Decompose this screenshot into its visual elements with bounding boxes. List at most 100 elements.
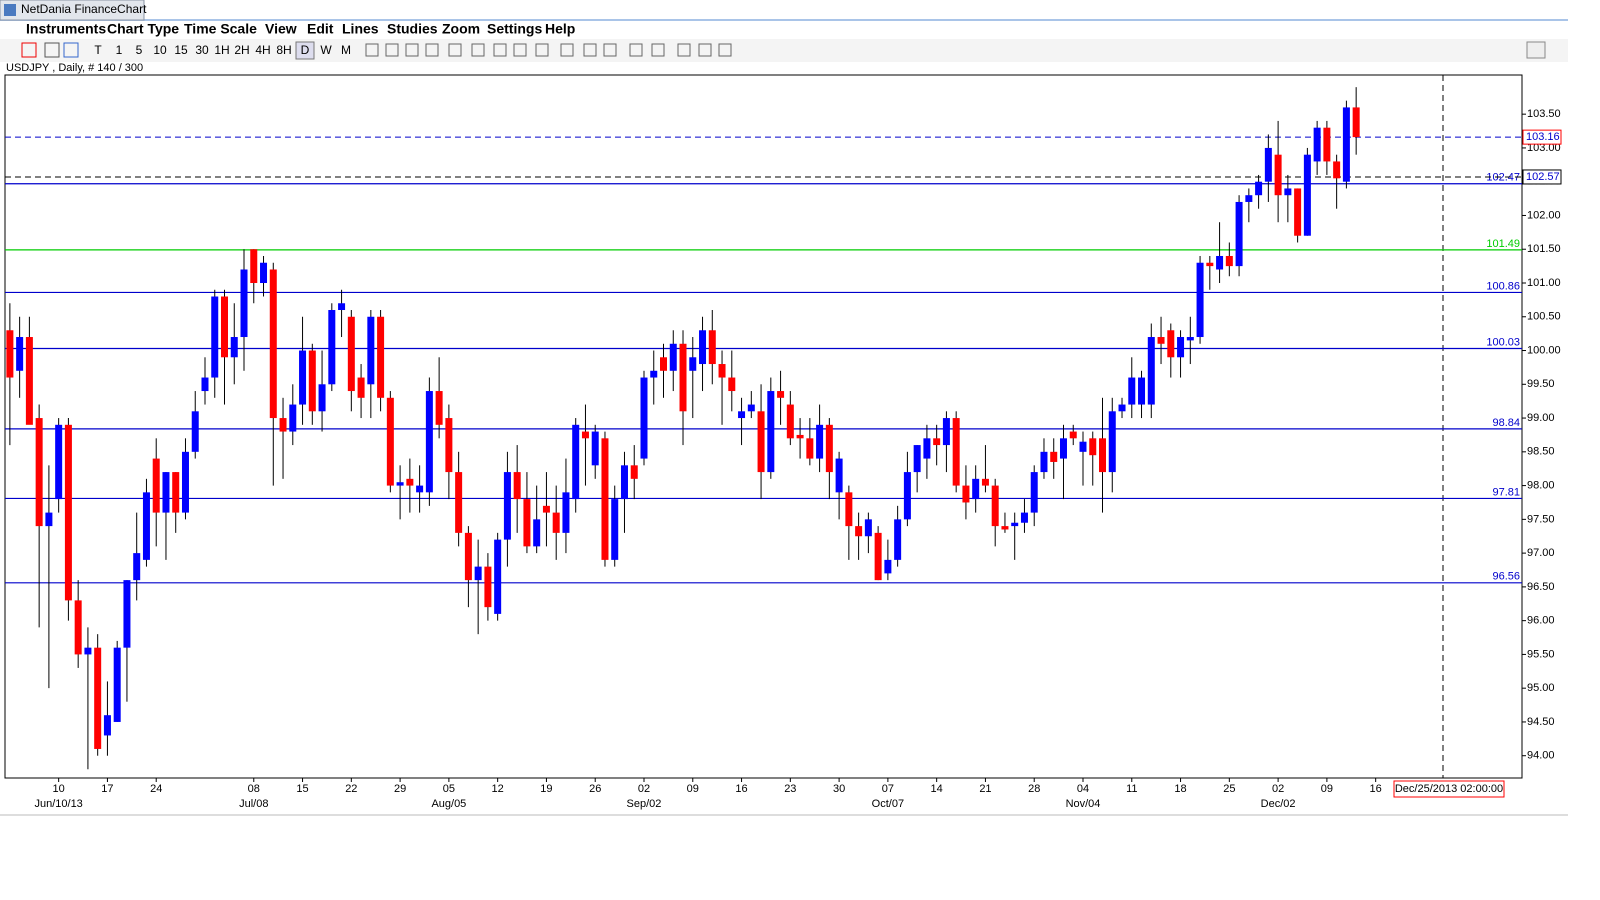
- window-tab[interactable]: [0, 0, 145, 21]
- candle-body: [386, 397, 394, 486]
- toolbar-icon[interactable]: [365, 43, 379, 57]
- toolbar-icon[interactable]: [471, 43, 485, 57]
- menu-item[interactable]: Studies: [387, 21, 438, 37]
- toolbar-icon[interactable]: [698, 43, 712, 57]
- x-tick-label: 07: [882, 783, 894, 795]
- x-tick-label: 04: [1077, 783, 1089, 795]
- toolbar-icon[interactable]: [677, 43, 691, 57]
- candle-body: [825, 424, 833, 473]
- toolbar-button[interactable]: T: [94, 43, 102, 57]
- candle-body: [221, 296, 229, 358]
- candle-body: [903, 472, 911, 520]
- toolbar-icon[interactable]: [448, 43, 462, 57]
- candle-body: [513, 472, 521, 500]
- toolbar-icon[interactable]: [718, 43, 732, 57]
- candle-body: [884, 559, 892, 574]
- menu-item[interactable]: Zoom: [442, 21, 480, 37]
- x-tick-label: 26: [589, 783, 601, 795]
- candle-body: [347, 316, 355, 392]
- toolbar-icon[interactable]: [629, 43, 643, 57]
- toolbar-icon[interactable]: [651, 43, 665, 57]
- candle-body: [435, 391, 443, 425]
- x-tick-label: 29: [394, 783, 406, 795]
- candle-body: [1245, 195, 1253, 202]
- x-tick-label: 08: [248, 783, 260, 795]
- candle-body: [855, 526, 863, 537]
- candle-body: [16, 337, 24, 371]
- toolbar-icon[interactable]: [63, 42, 79, 58]
- menu-item[interactable]: View: [265, 21, 297, 37]
- toolbar-button[interactable]: M: [341, 43, 351, 57]
- toolbar-button[interactable]: 2H: [234, 43, 249, 57]
- x-tick-label: 11: [1126, 783, 1137, 795]
- candle-body: [299, 350, 307, 405]
- candle-body: [777, 391, 785, 398]
- candle-body: [981, 478, 989, 486]
- x-month-label: Jul/08: [239, 798, 268, 810]
- candle-body: [728, 377, 736, 392]
- line-label: 100.03: [1486, 336, 1520, 348]
- menu-item[interactable]: Edit: [307, 21, 334, 37]
- candle-body: [181, 451, 189, 513]
- candle-body: [1216, 255, 1224, 270]
- candle-body: [113, 647, 121, 722]
- toolbar-button[interactable]: 10: [153, 43, 167, 57]
- app-icon: [4, 4, 16, 16]
- candle-body: [1011, 522, 1019, 527]
- candle-body: [484, 566, 492, 608]
- menu-item[interactable]: Help: [545, 21, 575, 37]
- candle-body: [250, 249, 258, 283]
- toolbar-button[interactable]: 8H: [276, 43, 291, 57]
- toolbar-button[interactable]: 30: [195, 43, 209, 57]
- toolbar-icon[interactable]: [513, 43, 527, 57]
- toolbar-selected[interactable]: [295, 41, 315, 60]
- panel-button[interactable]: [1526, 41, 1546, 59]
- toolbar-icon[interactable]: [583, 43, 597, 57]
- toolbar-button[interactable]: 1H: [214, 43, 229, 57]
- candle-body: [669, 343, 677, 371]
- candle-body: [542, 505, 550, 513]
- menu-item[interactable]: Instruments: [26, 21, 106, 37]
- candle-body: [123, 580, 131, 648]
- toolbar-icon[interactable]: [560, 43, 574, 57]
- toolbar-icon[interactable]: [385, 43, 399, 57]
- candle-body: [230, 337, 238, 358]
- candle-body: [240, 269, 248, 338]
- candle-body: [601, 438, 609, 560]
- y-tick-label: 100.00: [1527, 344, 1561, 356]
- candle-body: [835, 458, 843, 493]
- toolbar-icon[interactable]: [535, 43, 549, 57]
- toolbar-icon[interactable]: [493, 43, 507, 57]
- toolbar-icon[interactable]: [405, 43, 419, 57]
- candle-body: [620, 465, 628, 500]
- title-rule: [0, 19, 1568, 21]
- candle-body: [738, 411, 746, 419]
- menu-item[interactable]: Settings: [487, 21, 542, 37]
- toolbar-button[interactable]: 5: [136, 43, 143, 57]
- x-tick-label: 21: [979, 783, 991, 795]
- candle-body: [708, 330, 716, 365]
- menu-item[interactable]: Chart Type: [107, 21, 179, 37]
- x-tick-label: 25: [1223, 783, 1235, 795]
- candle-body: [991, 485, 999, 527]
- toolbar-button[interactable]: 4H: [255, 43, 270, 57]
- toolbar-button[interactable]: 1: [116, 43, 123, 57]
- toolbar-icon[interactable]: [44, 42, 60, 58]
- toolbar-button[interactable]: D: [301, 43, 310, 57]
- toolbar-icon[interactable]: [425, 43, 439, 57]
- toolbar-icon[interactable]: [603, 43, 617, 57]
- candle-body: [416, 485, 424, 493]
- candle-body: [1030, 472, 1038, 513]
- candle-body: [1079, 441, 1087, 452]
- candle-body: [1059, 438, 1067, 459]
- menu-item[interactable]: Time Scale: [184, 21, 257, 37]
- toolbar-icon[interactable]: [21, 42, 37, 58]
- candle-body: [1294, 188, 1302, 236]
- toolbar-button[interactable]: W: [320, 43, 332, 57]
- line-label: 100.86: [1486, 280, 1520, 292]
- menu-item[interactable]: Lines: [342, 21, 379, 37]
- toolbar-button[interactable]: 15: [174, 43, 188, 57]
- candle-body: [923, 438, 931, 459]
- candle-body: [796, 434, 804, 439]
- candle-body: [1186, 337, 1194, 341]
